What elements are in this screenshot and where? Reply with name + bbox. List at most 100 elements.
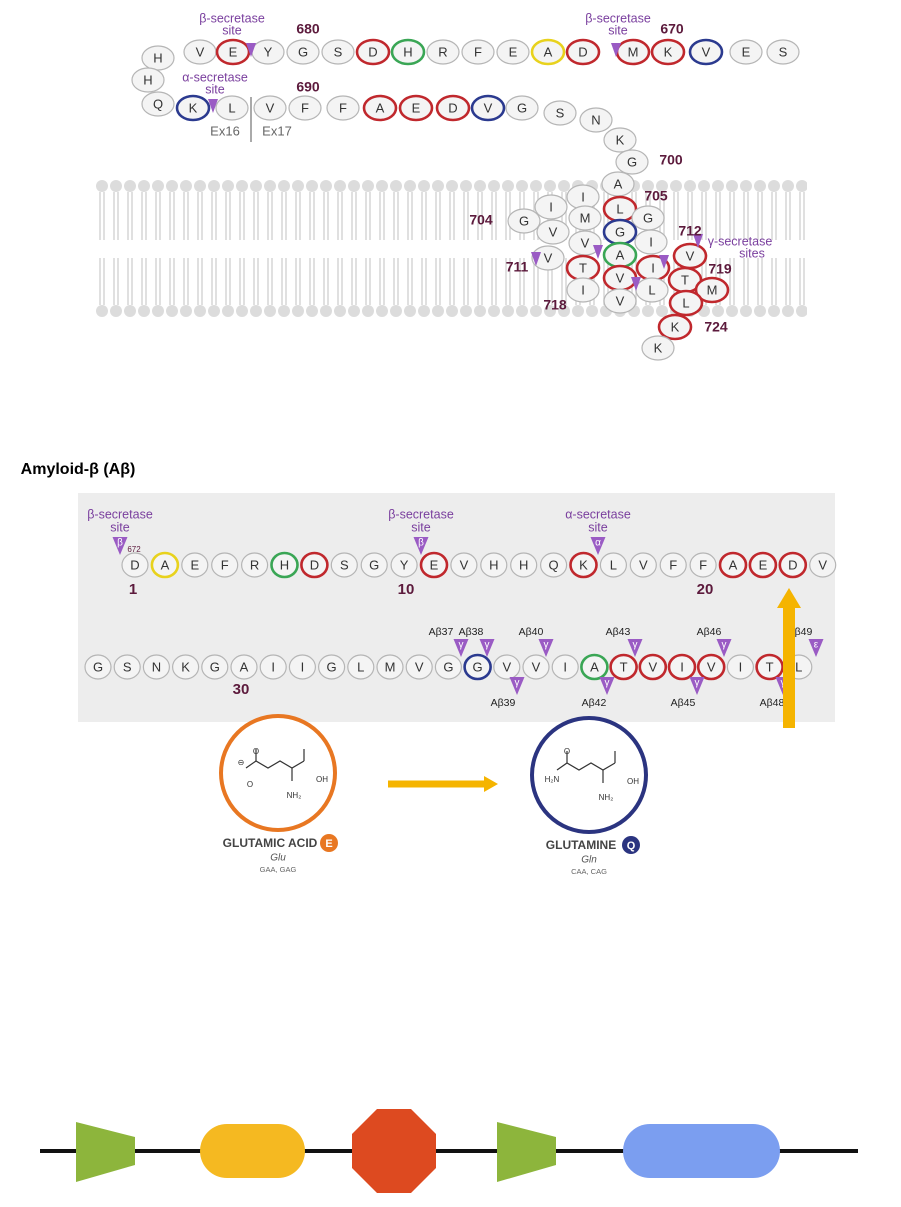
residue-letter: G <box>519 213 529 228</box>
residue-letter: G <box>210 659 220 674</box>
residue-letter: A <box>616 247 625 262</box>
residue-letter: Y <box>400 557 409 572</box>
residue-letter: R <box>438 44 447 59</box>
cleavage-label: Aβ46 <box>697 626 722 638</box>
residue-letter: K <box>579 557 588 572</box>
residue-letter: H <box>280 557 289 572</box>
residue <box>141 91 175 117</box>
residue-letter: T <box>620 659 628 674</box>
residue-letter: G <box>327 659 337 674</box>
residue-letter: M <box>707 282 718 297</box>
residue-letter: F <box>339 100 347 115</box>
residue <box>638 653 668 681</box>
residue-letter: S <box>556 105 565 120</box>
residue-letter: V <box>818 557 827 572</box>
residue-letter: N <box>152 659 161 674</box>
residue-letter: A <box>614 176 623 191</box>
residue <box>551 654 579 680</box>
residue <box>84 654 112 680</box>
residue-letter: G <box>643 210 653 225</box>
residue-letter: V <box>616 293 625 308</box>
residue <box>543 100 577 126</box>
residue <box>288 95 322 121</box>
residue-letter: I <box>271 659 275 674</box>
label: site <box>608 23 628 37</box>
residue-letter: V <box>544 250 553 265</box>
residue-letter: F <box>221 557 229 572</box>
label: β-secretase <box>199 11 265 25</box>
residue <box>330 552 358 578</box>
cleavage-marker <box>112 537 128 555</box>
residue-letter: H <box>519 557 528 572</box>
residue-letter: H <box>153 50 162 65</box>
residue-letter: V <box>415 659 424 674</box>
residue-letter: V <box>532 659 541 674</box>
residue-letter: K <box>181 659 190 674</box>
residue <box>507 208 541 234</box>
residue-letter: V <box>648 659 657 674</box>
residue-letter: S <box>779 44 788 59</box>
residue-letter: I <box>649 234 653 249</box>
residue-letter: S <box>123 659 132 674</box>
residue <box>580 653 609 681</box>
residue-letter: F <box>474 44 482 59</box>
cleavage-label: Aβ39 <box>491 697 516 709</box>
molecule-name: GLUTAMINE <box>546 838 616 852</box>
label: 705 <box>644 188 668 204</box>
residue <box>609 653 638 681</box>
residue <box>667 653 697 681</box>
terminator <box>352 1109 436 1193</box>
residue <box>241 552 269 578</box>
residue-letter: D <box>788 557 797 572</box>
cleavage-marker <box>413 537 429 555</box>
residue-letter: E <box>509 44 518 59</box>
residue <box>539 552 568 578</box>
residue-letter: V <box>616 270 625 285</box>
residue-letter: S <box>334 44 343 59</box>
label: Ex17 <box>262 123 292 138</box>
cleavage-marker <box>689 677 705 695</box>
residue-letter: M <box>628 44 639 59</box>
cleavage-label: Aβ38 <box>459 626 484 638</box>
loxp <box>76 1122 135 1182</box>
cleavage-marker <box>627 639 643 657</box>
residue <box>634 229 668 255</box>
cleavage-label: Aβ40 <box>519 626 544 638</box>
label: 20 <box>697 581 714 598</box>
residue-letter: K <box>671 319 680 334</box>
residue-letter: E <box>742 44 751 59</box>
residue <box>599 552 628 578</box>
residue <box>809 552 837 578</box>
residue-letter: I <box>651 260 655 275</box>
residue <box>510 552 538 578</box>
residue-letter: V <box>196 44 205 59</box>
cleavage-marker <box>479 639 495 657</box>
residue-letter: K <box>664 44 673 59</box>
label: 680 <box>296 21 320 37</box>
label: 1 <box>129 581 137 598</box>
residue <box>650 38 686 66</box>
residue <box>398 94 434 122</box>
gene-box <box>200 1124 305 1178</box>
residue <box>615 149 649 175</box>
residue-letter: I <box>581 189 585 204</box>
marker-symbol: β <box>418 538 424 549</box>
residue-letter: G <box>369 557 379 572</box>
structure <box>556 762 616 771</box>
residue <box>493 654 521 680</box>
cleavage-label: Aβ48 <box>760 697 785 709</box>
molecule-ring <box>530 716 648 834</box>
residue-letter: K <box>654 340 663 355</box>
abbreviation: Glu <box>270 853 286 864</box>
residue <box>150 551 180 579</box>
label: site <box>205 82 225 96</box>
residue-letter: G <box>473 659 483 674</box>
atom-label: OH <box>627 777 639 786</box>
code-letter: E <box>325 838 332 850</box>
residue-letter: F <box>699 557 707 572</box>
residue-letter: V <box>266 100 275 115</box>
residue <box>657 313 693 341</box>
residue-letter: G <box>298 44 308 59</box>
residue <box>215 38 251 66</box>
residue-letter: I <box>739 659 743 674</box>
